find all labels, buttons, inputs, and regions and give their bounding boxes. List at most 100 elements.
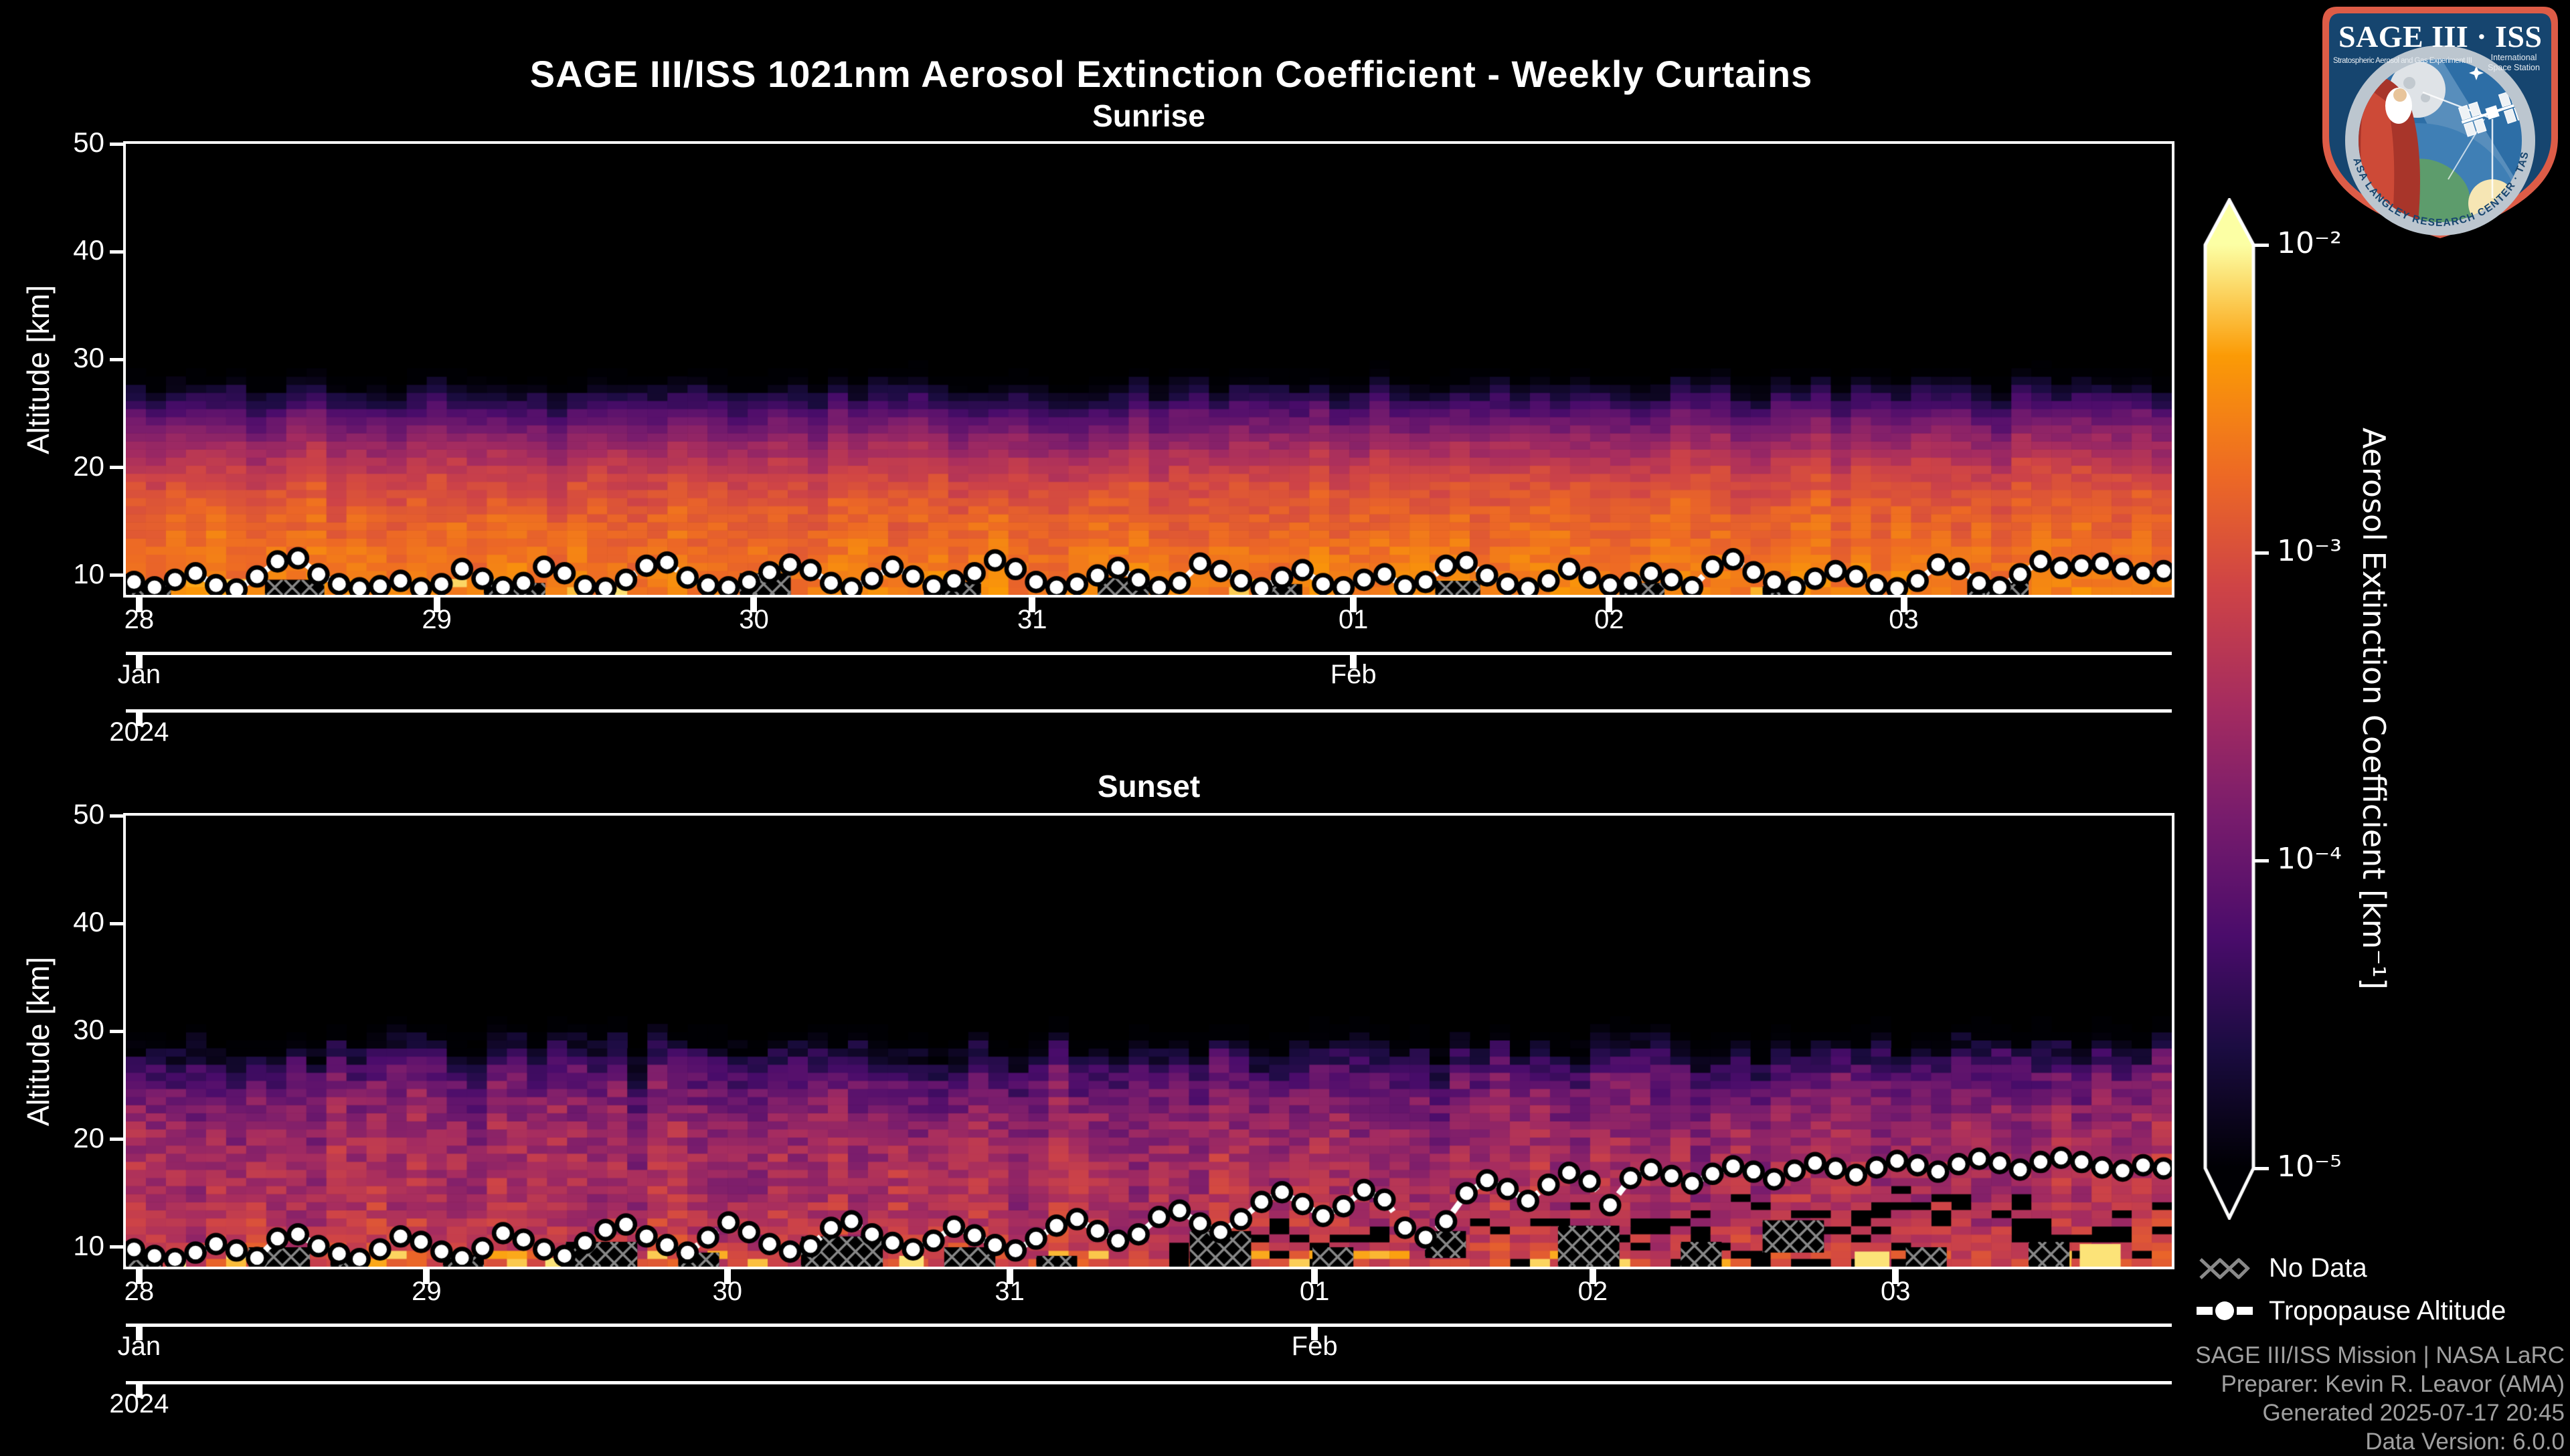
y-tick-label: 40 bbox=[73, 234, 104, 266]
x-day-label: 01 bbox=[1299, 1277, 1330, 1306]
year-axis-line bbox=[126, 1381, 2172, 1384]
legend-label-tropopause: Tropopause Altitude bbox=[2269, 1295, 2506, 1326]
sunset-curtain-heatmap bbox=[126, 816, 2172, 1267]
year-label: 2024 bbox=[109, 1389, 169, 1419]
y-tick bbox=[110, 1138, 126, 1142]
y-tick-label: 40 bbox=[73, 906, 104, 938]
panel-title-sunrise: Sunrise bbox=[1092, 98, 1205, 133]
month-tick bbox=[1311, 1327, 1318, 1340]
x-day-label: 02 bbox=[1594, 605, 1624, 634]
y-tick bbox=[110, 573, 126, 577]
x-day-tick bbox=[433, 598, 440, 612]
logo-subtitle-left: Stratospheric Aerosol and Gas Experiment… bbox=[2333, 57, 2472, 65]
x-day-tick bbox=[1006, 1269, 1013, 1284]
x-day-tick bbox=[1892, 1269, 1899, 1284]
attribution-line: Generated 2025-07-17 20:45 bbox=[2262, 1400, 2565, 1426]
x-day-label: 02 bbox=[1577, 1277, 1608, 1306]
colorbar-tick bbox=[2254, 859, 2269, 862]
x-day-label: 03 bbox=[1889, 605, 1919, 634]
y-tick-label: 50 bbox=[73, 798, 104, 830]
x-day-tick bbox=[1900, 598, 1907, 612]
attribution-line: Data Version: 6.0.0 bbox=[2365, 1429, 2565, 1455]
moon-crater bbox=[2421, 93, 2430, 102]
colorbar-tick-label: 10⁻⁴ bbox=[2277, 842, 2342, 876]
attribution-line: SAGE III/ISS Mission | NASA LaRC bbox=[2195, 1342, 2565, 1368]
y-tick bbox=[110, 250, 126, 254]
y-tick-label: 50 bbox=[73, 126, 104, 158]
sage-iss-mission-logo: SAGE III · ISS Stratospheric Aerosol and… bbox=[2317, 4, 2558, 238]
logo-subtitle-right-1: International bbox=[2491, 53, 2537, 62]
x-day-label: 29 bbox=[422, 605, 452, 634]
y-tick-label: 30 bbox=[73, 1014, 104, 1046]
month-label: Jan bbox=[117, 1332, 161, 1361]
x-day-tick bbox=[1029, 598, 1036, 612]
legend-item-no-data: No Data bbox=[2197, 1253, 2367, 1283]
y-tick bbox=[110, 357, 126, 361]
month-tick bbox=[135, 1327, 143, 1340]
wizard-figure bbox=[2359, 59, 2420, 222]
colorbar-tick-label: 10⁻³ bbox=[2277, 534, 2342, 568]
y-tick bbox=[110, 1245, 126, 1249]
sunrise-plot-frame bbox=[123, 141, 2174, 598]
legend-label-no-data: No Data bbox=[2269, 1253, 2367, 1283]
x-day-tick bbox=[423, 1269, 430, 1284]
logo-subtitle-right-2: Space Station bbox=[2488, 63, 2540, 72]
month-axis-line bbox=[126, 1324, 2172, 1327]
month-tick bbox=[135, 655, 143, 668]
logo-title: SAGE III · ISS bbox=[2338, 19, 2542, 54]
x-day-tick bbox=[135, 598, 143, 612]
colorbar-label: Aerosol Extinction Coefficient [km⁻¹] bbox=[2356, 428, 2392, 990]
year-tick bbox=[135, 713, 143, 726]
legend-item-tropopause: Tropopause Altitude bbox=[2197, 1295, 2506, 1326]
year-tick bbox=[135, 1384, 143, 1398]
attribution-block: SAGE III/ISS Mission | NASA LaRC Prepare… bbox=[1847, 1341, 2565, 1456]
sunrise-curtain-heatmap bbox=[126, 144, 2172, 595]
x-day-tick bbox=[1606, 598, 1613, 612]
x-day-label: 29 bbox=[412, 1277, 442, 1306]
y-tick bbox=[110, 142, 126, 146]
month-label: Jan bbox=[117, 660, 161, 689]
year-axis-line bbox=[126, 709, 2172, 713]
y-tick bbox=[110, 814, 126, 818]
attribution-line: Preparer: Kevin R. Leavor (AMA) bbox=[2221, 1371, 2565, 1397]
y-tick bbox=[110, 466, 126, 470]
x-day-label: 03 bbox=[1881, 1277, 1911, 1306]
y-tick-label: 20 bbox=[73, 450, 104, 482]
y-tick bbox=[110, 921, 126, 925]
x-day-label: 28 bbox=[124, 605, 155, 634]
no-data-hatch-icon bbox=[2199, 1258, 2250, 1279]
y-tick-label: 10 bbox=[73, 1229, 104, 1261]
colorbar bbox=[2203, 198, 2256, 1220]
x-day-tick bbox=[1311, 1269, 1318, 1284]
x-day-label: 31 bbox=[995, 1277, 1025, 1306]
colorbar-tick-label: 10⁻² bbox=[2277, 226, 2342, 260]
x-day-tick bbox=[1350, 598, 1357, 612]
y-tick bbox=[110, 1029, 126, 1033]
figure-title: SAGE III/ISS 1021nm Aerosol Extinction C… bbox=[529, 52, 1813, 95]
y-tick-label: 10 bbox=[73, 557, 104, 589]
x-day-label: 01 bbox=[1338, 605, 1369, 634]
x-day-label: 30 bbox=[739, 605, 769, 634]
y-tick-label: 20 bbox=[73, 1121, 104, 1154]
y-tick-label: 30 bbox=[73, 342, 104, 374]
colorbar-tick bbox=[2254, 551, 2269, 555]
x-day-label: 31 bbox=[1017, 605, 1047, 634]
x-day-tick bbox=[723, 1269, 731, 1284]
month-label: Feb bbox=[1291, 1332, 1338, 1361]
x-day-tick bbox=[1589, 1269, 1596, 1284]
month-label: Feb bbox=[1330, 660, 1377, 689]
year-label: 2024 bbox=[109, 717, 169, 747]
sunset-plot-frame bbox=[123, 813, 2174, 1269]
x-day-tick bbox=[135, 1269, 143, 1284]
colorbar-tick bbox=[2254, 244, 2269, 247]
colorbar-tick-label: 10⁻⁵ bbox=[2277, 1150, 2342, 1184]
x-day-label: 28 bbox=[124, 1277, 155, 1306]
month-tick bbox=[1350, 655, 1357, 668]
panel-title-sunset: Sunset bbox=[1097, 769, 1201, 804]
moon-crater bbox=[2403, 77, 2415, 89]
x-day-tick bbox=[750, 598, 758, 612]
x-day-label: 30 bbox=[712, 1277, 743, 1306]
month-axis-line bbox=[126, 652, 2172, 655]
tropopause-marker-icon bbox=[2197, 1301, 2253, 1320]
colorbar-tick bbox=[2254, 1167, 2269, 1170]
